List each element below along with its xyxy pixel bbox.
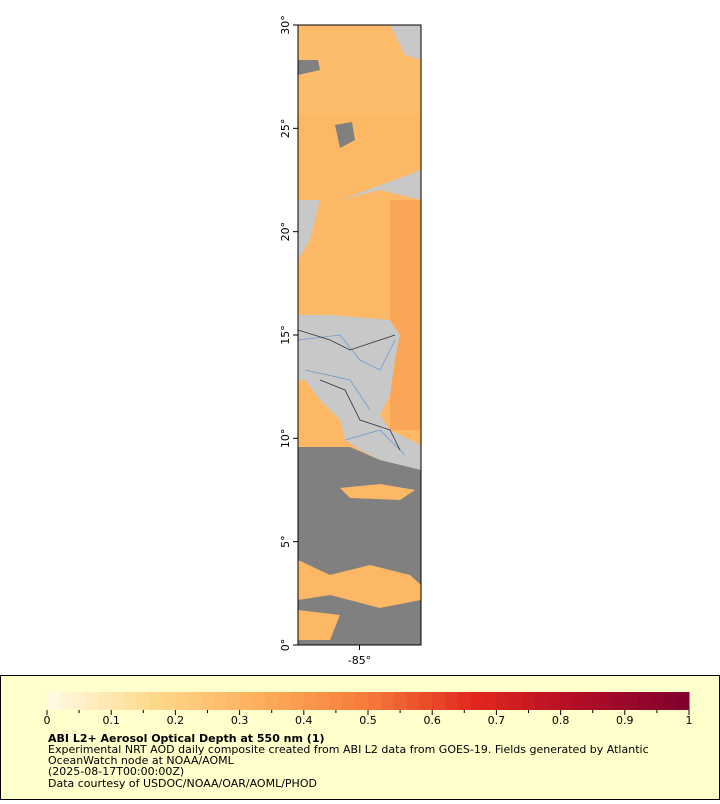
colorbar-swatch bbox=[483, 692, 497, 710]
colorbar-tick-label: 0.8 bbox=[552, 714, 570, 727]
colorbar-swatch bbox=[290, 692, 305, 710]
colorbar-swatch bbox=[611, 692, 626, 710]
lat-tick-label: 10° bbox=[279, 429, 292, 449]
colorbar-swatch bbox=[149, 692, 164, 710]
colorbar-swatch bbox=[368, 692, 382, 710]
colorbar-tick-label: 0.1 bbox=[102, 714, 120, 727]
axes: 0° 5° 10° 15° 20° 25° 30° -85° bbox=[279, 15, 371, 667]
colorbar-swatch bbox=[355, 692, 369, 710]
colorbar-tick-label: 0.5 bbox=[359, 714, 377, 727]
colorbar-swatch bbox=[624, 692, 639, 710]
colorbar-swatch bbox=[329, 692, 343, 710]
colorbar-swatch bbox=[188, 692, 202, 710]
colorbar-tick-label: 0.2 bbox=[167, 714, 185, 727]
colorbar-swatch bbox=[663, 692, 677, 710]
lat-tick-label: 20° bbox=[279, 222, 292, 242]
lat-tick-label: 25° bbox=[279, 119, 292, 139]
colorbar-swatch bbox=[586, 692, 600, 710]
colorbar-swatch bbox=[380, 692, 395, 710]
colorbar-swatch bbox=[406, 692, 420, 710]
legend-title: ABI L2+ Aerosol Optical Depth at 550 nm … bbox=[48, 732, 325, 745]
colorbar-swatch bbox=[432, 692, 446, 710]
lat-tick-label: 15° bbox=[279, 325, 292, 345]
colorbar-swatch bbox=[457, 692, 472, 710]
colorbar-tick-label: 0.3 bbox=[231, 714, 249, 727]
colorbar-swatch bbox=[547, 692, 562, 710]
colorbar-swatch bbox=[175, 692, 189, 710]
colorbar-swatch bbox=[278, 692, 292, 710]
colorbar-swatch bbox=[650, 692, 664, 710]
colorbar: 0 0.1 0.2 0.3 0.4 0.5 0.6 0.7 0.8 0.9 1 bbox=[44, 692, 693, 727]
colorbar-swatch bbox=[239, 692, 253, 710]
colorbar-swatch bbox=[124, 692, 138, 710]
colorbar-swatch bbox=[72, 692, 87, 710]
legend-line: Experimental NRT AOD daily composite cre… bbox=[48, 743, 649, 756]
map bbox=[298, 25, 421, 645]
lat-tick-label: 30° bbox=[279, 15, 292, 35]
legend-line: (2025-08-17T00:00:00Z) bbox=[48, 765, 184, 778]
colorbar-swatch bbox=[522, 692, 536, 710]
colorbar-tick-label: 0.6 bbox=[423, 714, 441, 727]
colorbar-swatch bbox=[445, 692, 459, 710]
colorbar-tick-label: 0 bbox=[44, 714, 51, 727]
colorbar-swatch bbox=[47, 692, 61, 710]
colorbar-swatch bbox=[59, 692, 74, 710]
lat-tick-label: 0° bbox=[279, 639, 292, 652]
colorbar-swatch bbox=[201, 692, 215, 710]
colorbar-swatch bbox=[637, 692, 651, 710]
colorbar-swatch bbox=[98, 692, 112, 710]
colorbar-swatch bbox=[676, 692, 690, 710]
colorbar-swatch bbox=[573, 692, 587, 710]
colorbar-tick-label: 0.7 bbox=[488, 714, 506, 727]
colorbar-swatch bbox=[419, 692, 433, 710]
colorbar-swatch bbox=[393, 692, 408, 710]
colorbar-swatch bbox=[599, 692, 613, 710]
colorbar-swatch bbox=[136, 692, 151, 710]
colorbar-swatch bbox=[534, 692, 549, 710]
legend-line: Data courtesy of USDOC/NOAA/OAR/AOML/PHO… bbox=[48, 777, 317, 790]
lat-tick-label: 5° bbox=[279, 535, 292, 548]
colorbar-tick-label: 0.4 bbox=[295, 714, 313, 727]
colorbar-swatch bbox=[111, 692, 125, 710]
colorbar-swatch bbox=[316, 692, 330, 710]
colorbar-swatch bbox=[470, 692, 485, 710]
colorbar-swatch bbox=[85, 692, 99, 710]
colorbar-swatch bbox=[226, 692, 241, 710]
colorbar-swatch bbox=[560, 692, 574, 710]
legend-line: OceanWatch node at NOAA/AOML bbox=[48, 754, 235, 767]
colorbar-swatch bbox=[213, 692, 228, 710]
colorbar-swatch bbox=[303, 692, 318, 710]
colorbar-swatch bbox=[509, 692, 523, 710]
lon-tick-label: -85° bbox=[348, 654, 371, 667]
colorbar-swatch bbox=[342, 692, 356, 710]
colorbar-swatch bbox=[162, 692, 176, 710]
colorbar-swatch bbox=[252, 692, 266, 710]
colorbar-tick-label: 1 bbox=[686, 714, 693, 727]
colorbar-tick-label: 0.9 bbox=[616, 714, 634, 727]
colorbar-swatch bbox=[265, 692, 279, 710]
colorbar-swatch bbox=[496, 692, 510, 710]
